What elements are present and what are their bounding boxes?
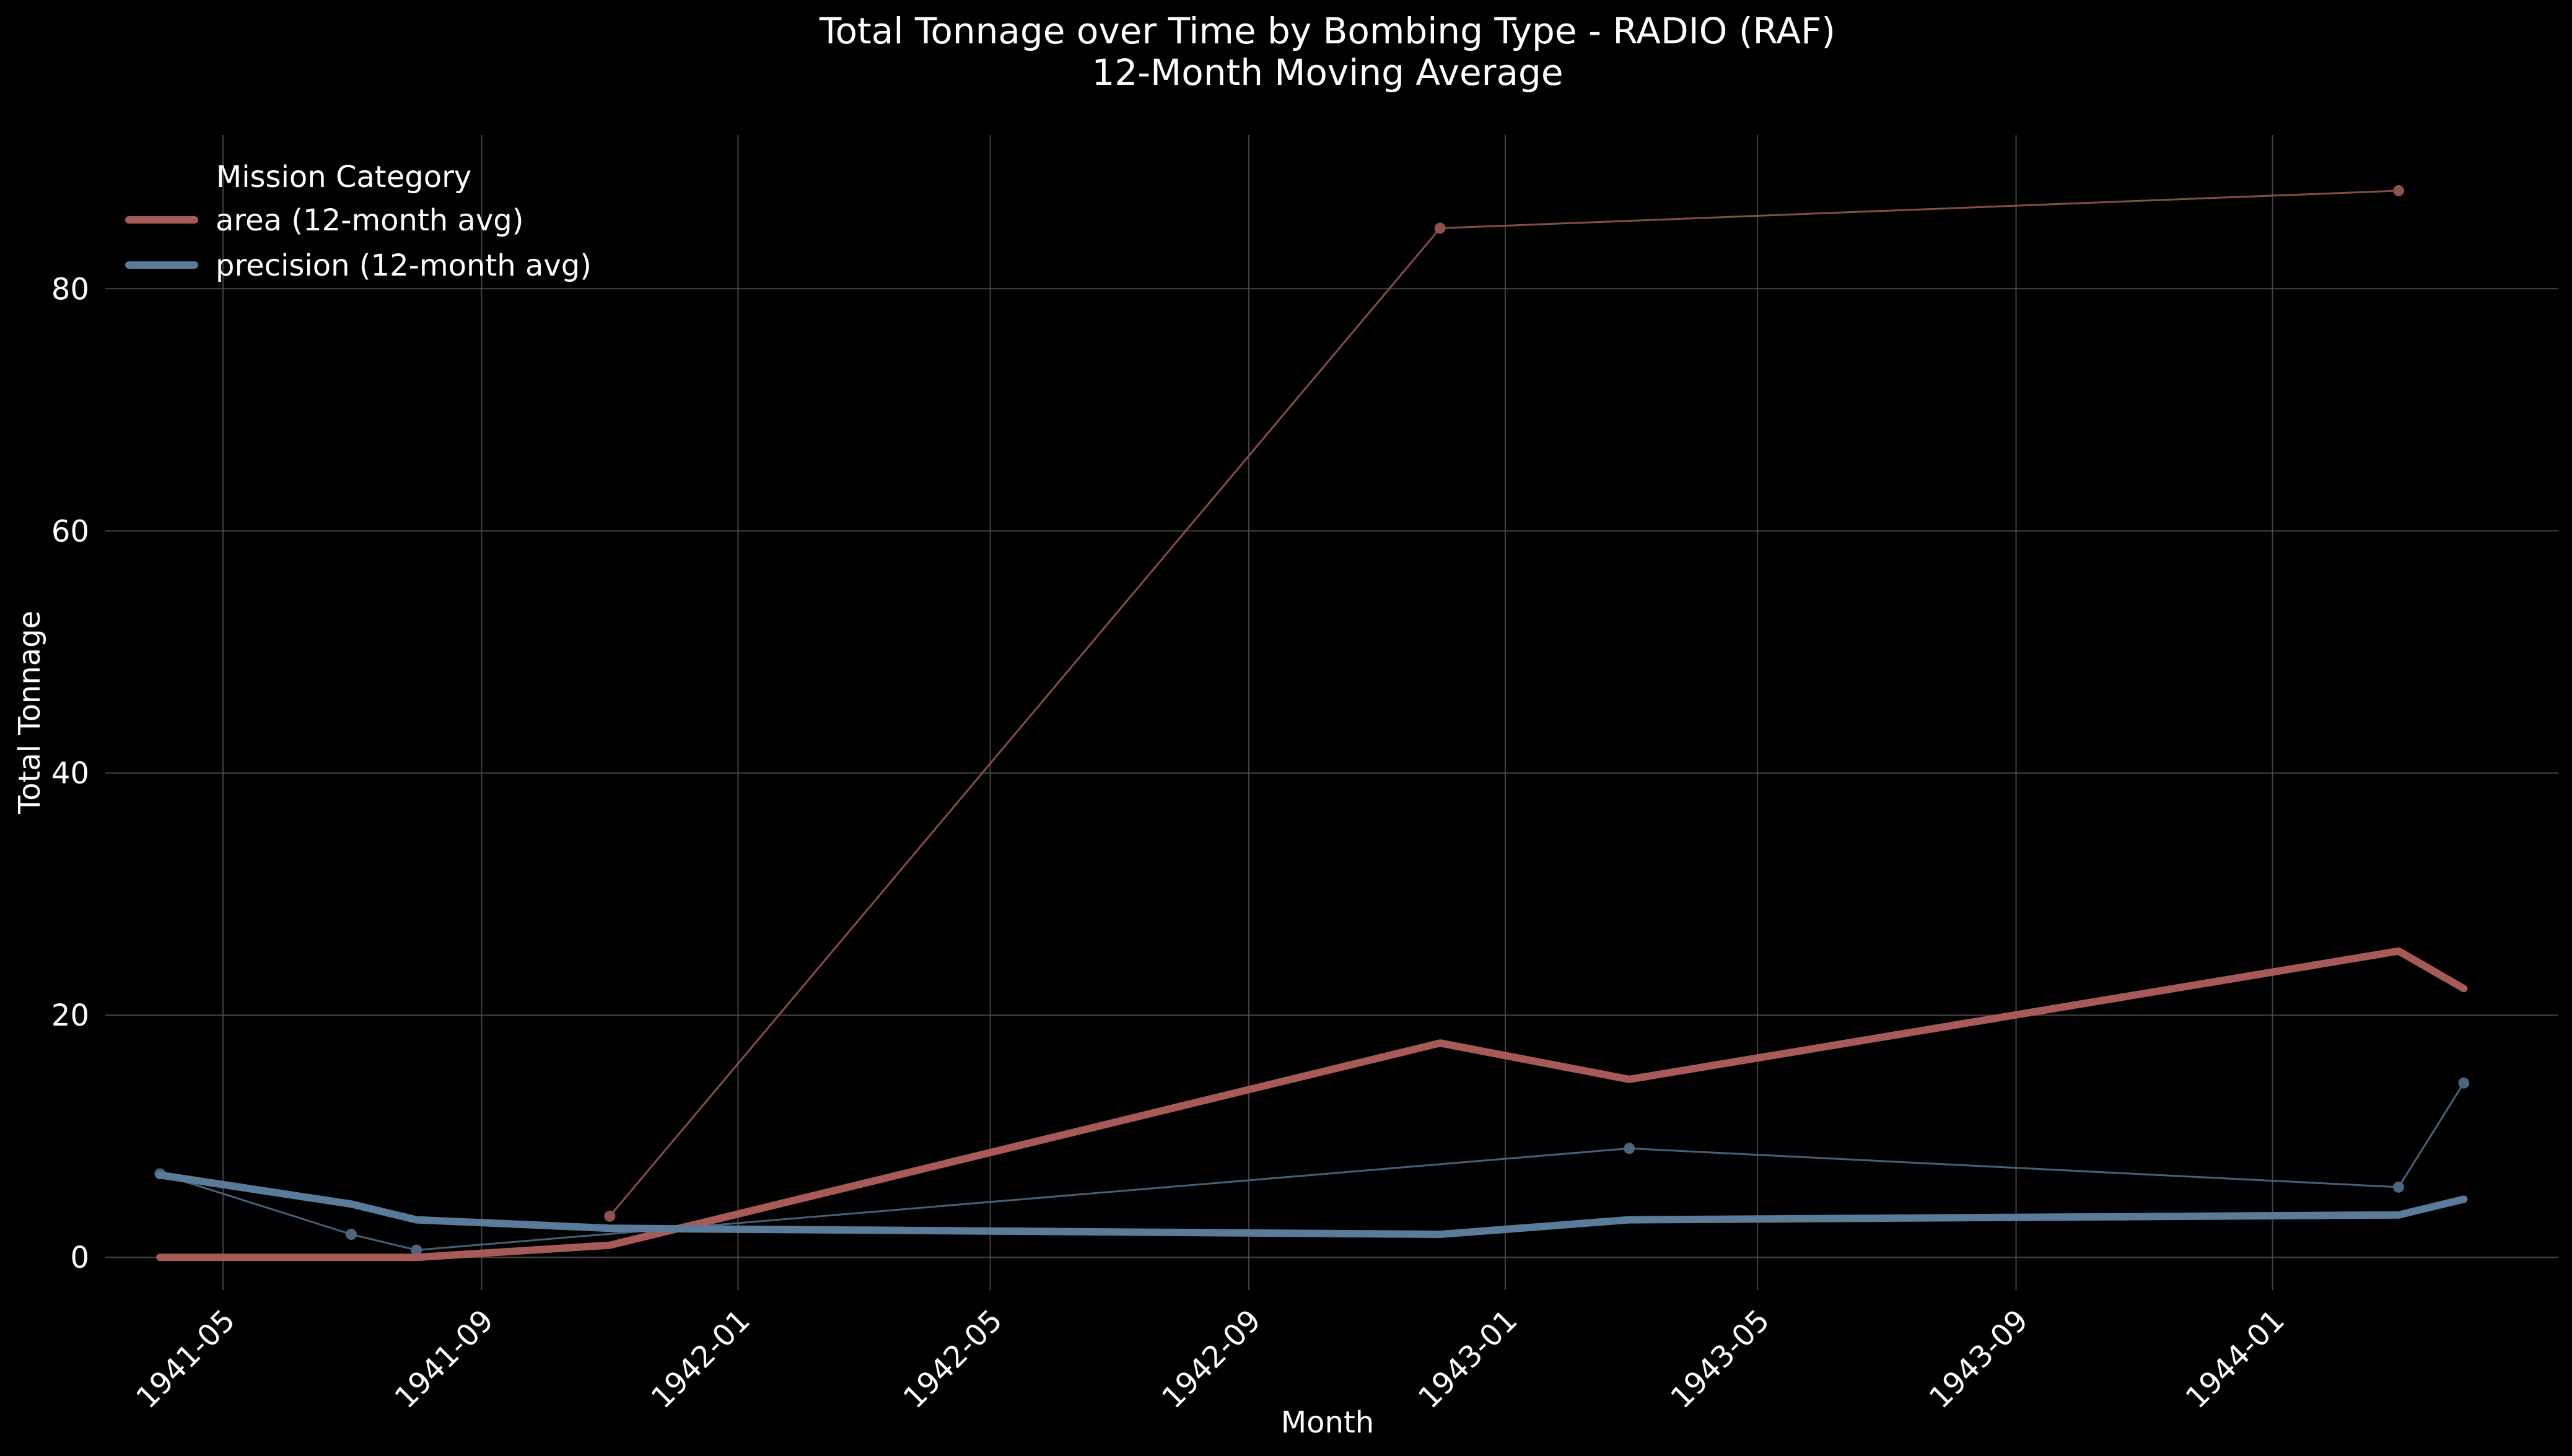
y-axis-label: Total Tonnage xyxy=(12,611,47,814)
y-tick-label: 0 xyxy=(70,1240,89,1275)
x-axis-label: Month xyxy=(1281,1405,1374,1440)
legend: Mission Category area (12-month avg) prec… xyxy=(125,160,592,283)
moving-average-line xyxy=(156,1171,2468,1239)
y-tick-label: 20 xyxy=(51,998,89,1033)
legend-label: area (12-month avg) xyxy=(216,203,523,238)
monthly-data-point xyxy=(2393,1181,2405,1193)
monthly-data-point xyxy=(1434,222,1446,234)
legend-label: precision (12-month avg) xyxy=(216,248,592,283)
monthly-data-point xyxy=(2458,1077,2470,1089)
monthly-data-point xyxy=(1624,1143,1635,1154)
grid xyxy=(105,135,2558,1290)
monthly-data-point xyxy=(346,1229,357,1240)
y-tick-labels: 0 20 40 60 80 xyxy=(51,272,89,1275)
y-tick-label: 40 xyxy=(51,756,89,791)
chart-subtitle: 12-Month Moving Average xyxy=(1091,51,1563,94)
monthly-series-line xyxy=(159,1082,2465,1252)
moving-average-line xyxy=(156,947,2468,1262)
y-tick-label: 60 xyxy=(51,514,89,549)
legend-title: Mission Category xyxy=(216,160,471,194)
chart-title: Total Tonnage over Time by Bombing Type … xyxy=(819,10,1835,52)
monthly-data-point xyxy=(411,1244,422,1256)
y-tick-label: 80 xyxy=(51,272,89,307)
monthly-data-point xyxy=(2393,185,2405,196)
series-layer xyxy=(154,185,2470,1262)
monthly-data-point xyxy=(604,1210,616,1222)
